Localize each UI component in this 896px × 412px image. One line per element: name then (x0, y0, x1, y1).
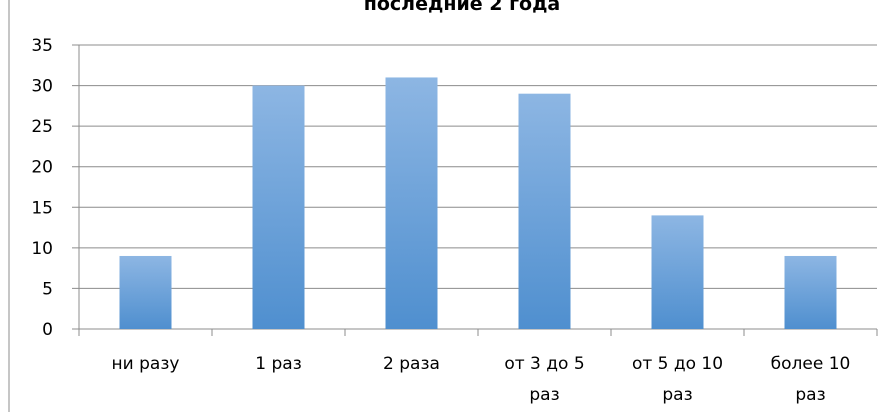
chart-title: последние 2 года (364, 0, 561, 15)
y-tick-label: 35 (31, 36, 53, 56)
y-tick-label: 20 (31, 158, 53, 178)
bar (385, 77, 438, 329)
bar (651, 215, 704, 329)
x-tick-label: более 10 раз (771, 354, 851, 405)
x-tick-label: ни разу (112, 354, 180, 374)
y-tick-label: 10 (31, 239, 53, 259)
x-tick-label: 1 раз (255, 354, 301, 374)
y-tick-label: 5 (42, 279, 53, 299)
bar (784, 255, 837, 329)
x-tick-label: от 3 до 5 раз (504, 354, 584, 405)
y-tick-label: 15 (31, 198, 53, 218)
gridlines (72, 44, 877, 330)
y-tick-label: 30 (31, 77, 53, 97)
x-axis: ни разу 1 раз 2 раза от 3 до 5 раз от 5 до 10… (78, 329, 878, 405)
bar (119, 255, 172, 329)
x-tick-label: от 5 до 10 раз (632, 354, 723, 405)
y-axis: 0 5 10 15 20 25 30 35 (31, 36, 80, 340)
x-tick-label: 2 раза (383, 354, 440, 374)
y-tick-label: 25 (31, 117, 53, 137)
bar (252, 85, 305, 329)
y-tick-label: 0 (42, 320, 53, 340)
bars (119, 77, 837, 329)
bar (518, 93, 571, 329)
